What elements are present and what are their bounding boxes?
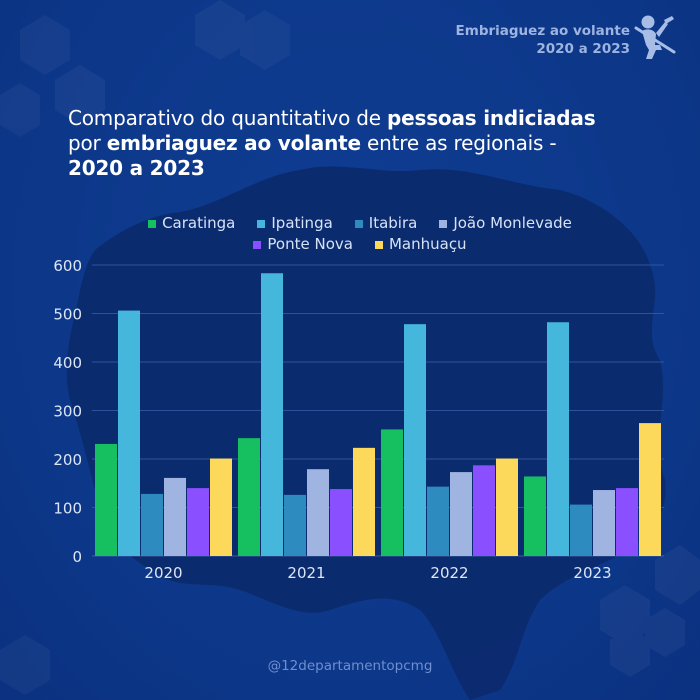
x-tick-label: 2022 xyxy=(430,564,468,582)
bar-manhua-u-2022 xyxy=(496,458,518,556)
drunk-driver-seatbelt-icon xyxy=(634,15,676,59)
bar-jo-o-monlevade-2023 xyxy=(593,490,615,556)
title-text-1: Comparativo do quantitativo de xyxy=(68,106,388,130)
legend-swatch xyxy=(253,240,262,249)
bar-ipatinga-2023 xyxy=(547,322,569,556)
legend-label: Caratinga xyxy=(162,214,236,232)
legend-label: Ipatinga xyxy=(271,214,333,232)
bar-caratinga-2023 xyxy=(524,476,546,556)
bar-ponte-nova-2022 xyxy=(473,465,495,556)
x-tick-label: 2020 xyxy=(144,564,182,582)
y-tick-label: 500 xyxy=(53,306,82,324)
y-tick-label: 600 xyxy=(53,257,82,275)
legend-item-joao-monlevade: João Monlevade xyxy=(439,213,572,234)
legend-item-manhuacu: Manhuaçu xyxy=(374,234,467,255)
bar-jo-o-monlevade-2020 xyxy=(164,477,186,556)
bar-itabira-2020 xyxy=(141,493,163,556)
x-tick-label: 2023 xyxy=(573,564,611,582)
bar-ipatinga-2021 xyxy=(261,273,283,556)
title-text-3: entre as regionais - xyxy=(360,131,557,155)
bar-manhua-u-2023 xyxy=(639,423,661,556)
legend-swatch xyxy=(374,240,383,249)
bar-itabira-2022 xyxy=(427,486,449,556)
bar-ipatinga-2020 xyxy=(118,310,140,556)
legend-label: João Monlevade xyxy=(453,214,572,232)
title-text-2: por xyxy=(68,131,107,155)
y-tick-label: 0 xyxy=(72,548,82,566)
legend-item-caratinga: Caratinga xyxy=(148,213,235,234)
chart-title: Comparativo do quantitativo de pessoas i… xyxy=(68,106,668,181)
legend-item-ipatinga: Ipatinga xyxy=(257,213,333,234)
legend-swatch xyxy=(354,219,363,228)
legend-swatch xyxy=(439,219,448,228)
y-tick-label: 100 xyxy=(53,500,82,518)
chart-legend: Caratinga Ipatinga Itabira João Monlevad… xyxy=(90,213,630,255)
brand-line-1: Embriaguez ao volante xyxy=(455,23,630,39)
bar-ipatinga-2022 xyxy=(404,324,426,556)
bar-caratinga-2021 xyxy=(238,438,260,556)
legend-row-2: Ponte Nova Manhuaçu xyxy=(90,234,630,255)
legend-label: Itabira xyxy=(368,214,418,232)
y-tick-label: 400 xyxy=(53,354,82,372)
bar-caratinga-2020 xyxy=(95,443,117,556)
legend-row-1: Caratinga Ipatinga Itabira João Monlevad… xyxy=(90,213,630,234)
bar-ponte-nova-2020 xyxy=(187,488,209,556)
legend-label: Ponte Nova xyxy=(267,235,353,253)
bar-manhua-u-2021 xyxy=(353,447,375,556)
y-tick-label: 300 xyxy=(53,403,82,421)
legend-item-ponte-nova: Ponte Nova xyxy=(253,234,353,255)
y-tick-label: 200 xyxy=(53,451,82,469)
bar-caratinga-2022 xyxy=(381,429,403,556)
bar-ponte-nova-2021 xyxy=(330,489,352,556)
title-bold-3: 2020 a 2023 xyxy=(68,156,205,180)
legend-swatch xyxy=(257,219,266,228)
bar-itabira-2023 xyxy=(570,504,592,556)
x-tick-label: 2021 xyxy=(287,564,325,582)
bar-jo-o-monlevade-2021 xyxy=(307,469,329,556)
legend-swatch xyxy=(148,219,157,228)
brand-line-2: 2020 a 2023 xyxy=(536,41,630,57)
bar-itabira-2021 xyxy=(284,494,306,556)
bar-manhua-u-2020 xyxy=(210,458,232,556)
brand-header: Embriaguez ao volante 2020 a 2023 xyxy=(456,22,630,58)
title-bold-2: embriaguez ao volante xyxy=(106,131,361,155)
instagram-handle: @12departamentopcmg xyxy=(267,658,433,674)
title-bold-1: pessoas indiciadas xyxy=(387,106,596,130)
legend-item-itabira: Itabira xyxy=(354,213,418,234)
legend-label: Manhuaçu xyxy=(388,235,467,253)
bar-ponte-nova-2023 xyxy=(616,488,638,556)
bar-jo-o-monlevade-2022 xyxy=(450,472,472,556)
region-map-shape xyxy=(66,166,666,700)
